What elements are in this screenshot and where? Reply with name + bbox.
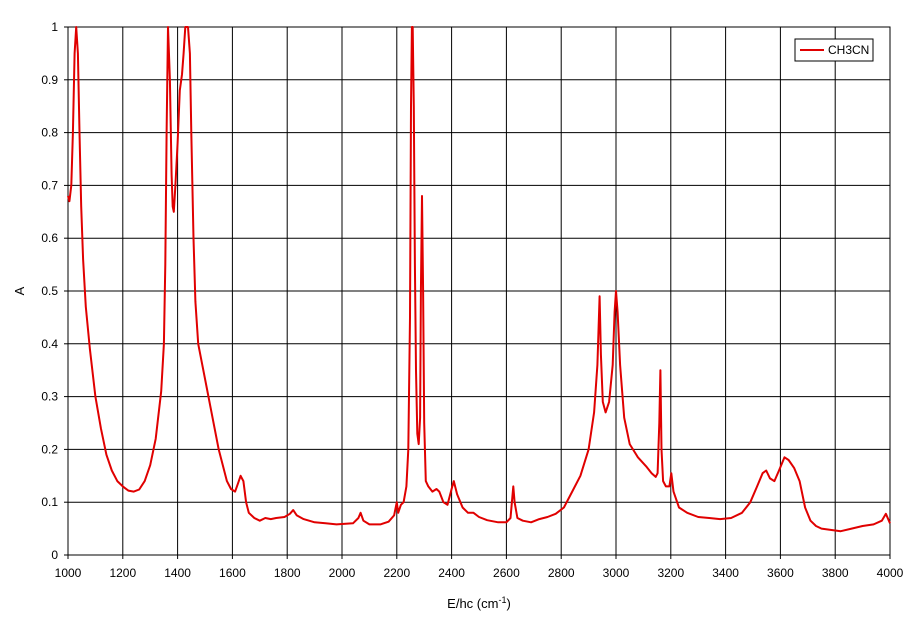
y-axis-ticks: 0 0.1 0.2 0.3 0.4 0.5 0.6 0.7 0.8 0.9 1 xyxy=(41,20,68,562)
legend-box xyxy=(794,38,874,62)
x-tick-label: 1000 xyxy=(55,566,82,580)
x-tick-label: 2800 xyxy=(548,566,575,580)
y-tick-label: 0.8 xyxy=(41,126,58,140)
x-tick-label: 3600 xyxy=(767,566,794,580)
x-tick-label: 1800 xyxy=(274,566,301,580)
y-tick-label: 0.3 xyxy=(41,390,58,404)
y-tick-label: 1 xyxy=(51,20,58,34)
series-line-ch3cn xyxy=(67,26,891,533)
y-tick-label: 0.4 xyxy=(41,337,58,351)
x-tick-label: 1400 xyxy=(164,566,191,580)
series-layer xyxy=(67,26,891,533)
y-tick-label: 0.5 xyxy=(41,284,58,298)
x-tick-label: 2600 xyxy=(493,566,520,580)
x-tick-label: 3200 xyxy=(657,566,684,580)
y-tick-label: 0.1 xyxy=(41,495,58,509)
y-tick-label: 0.6 xyxy=(41,231,58,245)
y-tick-label: 0.9 xyxy=(41,73,58,87)
legend-label-ch3cn: CH3CN xyxy=(828,43,869,57)
x-tick-label: 1200 xyxy=(109,566,136,580)
x-tick-label: 2200 xyxy=(383,566,410,580)
y-tick-label: 0 xyxy=(51,548,58,562)
x-axis-label-superscript: -1 xyxy=(498,595,506,605)
x-axis-label: E/hc (cm-1) xyxy=(447,595,511,611)
x-tick-label: 3800 xyxy=(822,566,849,580)
legend: CH3CN xyxy=(794,38,874,62)
y-tick-label: 0.7 xyxy=(41,178,58,192)
y-tick-label: 0.2 xyxy=(41,442,58,456)
x-tick-label: 2400 xyxy=(438,566,465,580)
y-axis-label: A xyxy=(12,286,27,295)
x-tick-label: 4000 xyxy=(877,566,904,580)
x-tick-label: 3400 xyxy=(712,566,739,580)
x-tick-label: 3000 xyxy=(603,566,630,580)
x-tick-label: 1600 xyxy=(219,566,246,580)
x-axis-label-end: ) xyxy=(506,596,510,611)
x-tick-label: 2000 xyxy=(329,566,356,580)
x-axis-ticks: 1000 1200 1400 1600 1800 2000 2200 2400 2600 2800… xyxy=(55,555,904,580)
x-axis-label-main: E/hc (cm xyxy=(447,596,498,611)
